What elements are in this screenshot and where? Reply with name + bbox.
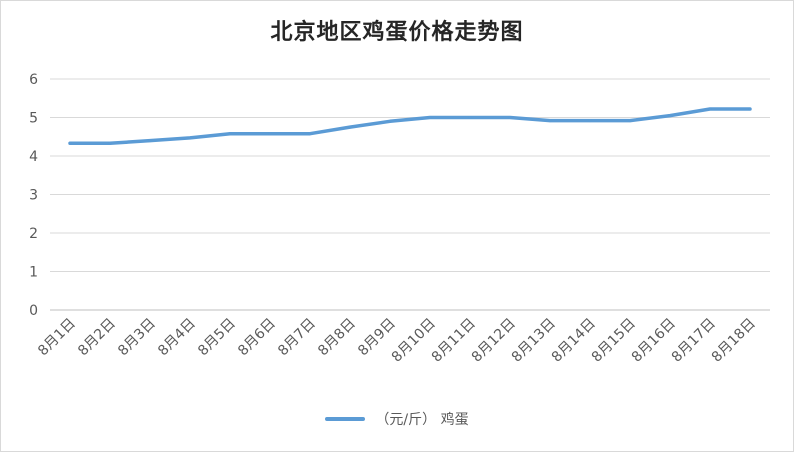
- data-point: [148, 139, 152, 143]
- x-tick-label: 8月3日: [115, 316, 159, 360]
- y-tick-label: 4: [29, 149, 38, 165]
- y-tick-label: 3: [29, 188, 38, 204]
- data-point: [588, 119, 592, 123]
- data-point: [348, 125, 352, 129]
- data-point: [428, 116, 432, 119]
- x-tick-label: 8月8日: [315, 316, 359, 360]
- y-tick-label: 0: [29, 303, 38, 319]
- data-point: [668, 114, 672, 118]
- data-point: [468, 116, 472, 119]
- data-point: [628, 119, 632, 123]
- y-tick-label: 2: [29, 226, 38, 242]
- data-point: [308, 132, 312, 136]
- legend: （元/斤） 鸡蛋: [0, 409, 794, 429]
- x-tick-label: 8月2日: [75, 316, 119, 360]
- series-line: [68, 107, 752, 146]
- chart-title: 北京地区鸡蛋价格走势图: [270, 20, 524, 45]
- data-point: [108, 141, 112, 145]
- data-point: [388, 119, 392, 123]
- x-tick-label: 8月1日: [35, 316, 79, 360]
- data-point: [228, 132, 232, 136]
- data-point: [748, 107, 752, 111]
- gridlines: [50, 78, 770, 311]
- x-axis-ticks: 8月1日8月2日8月3日8月4日8月5日8月6日8月7日8月8日8月9日8月10…: [35, 316, 759, 366]
- data-point: [508, 116, 512, 119]
- x-tick-label: 8月4日: [155, 316, 199, 360]
- data-point: [188, 136, 192, 140]
- legend-label: （元/斤） 鸡蛋: [375, 412, 469, 428]
- data-point: [708, 107, 712, 111]
- x-tick-label: 8月18日: [709, 316, 759, 366]
- x-tick-label: 8月7日: [275, 316, 319, 360]
- legend-swatch: [325, 417, 366, 421]
- y-axis-ticks: 0 1 2 3 4 5 6: [29, 72, 38, 319]
- y-tick-label: 5: [29, 111, 38, 127]
- data-point: [68, 141, 72, 145]
- data-point: [548, 119, 552, 123]
- data-point: [268, 132, 272, 136]
- x-tick-label: 8月5日: [195, 316, 239, 360]
- x-tick-label: 8月6日: [235, 316, 279, 360]
- y-tick-label: 1: [29, 265, 38, 281]
- y-tick-label: 6: [29, 72, 38, 88]
- series-layer: [68, 107, 752, 146]
